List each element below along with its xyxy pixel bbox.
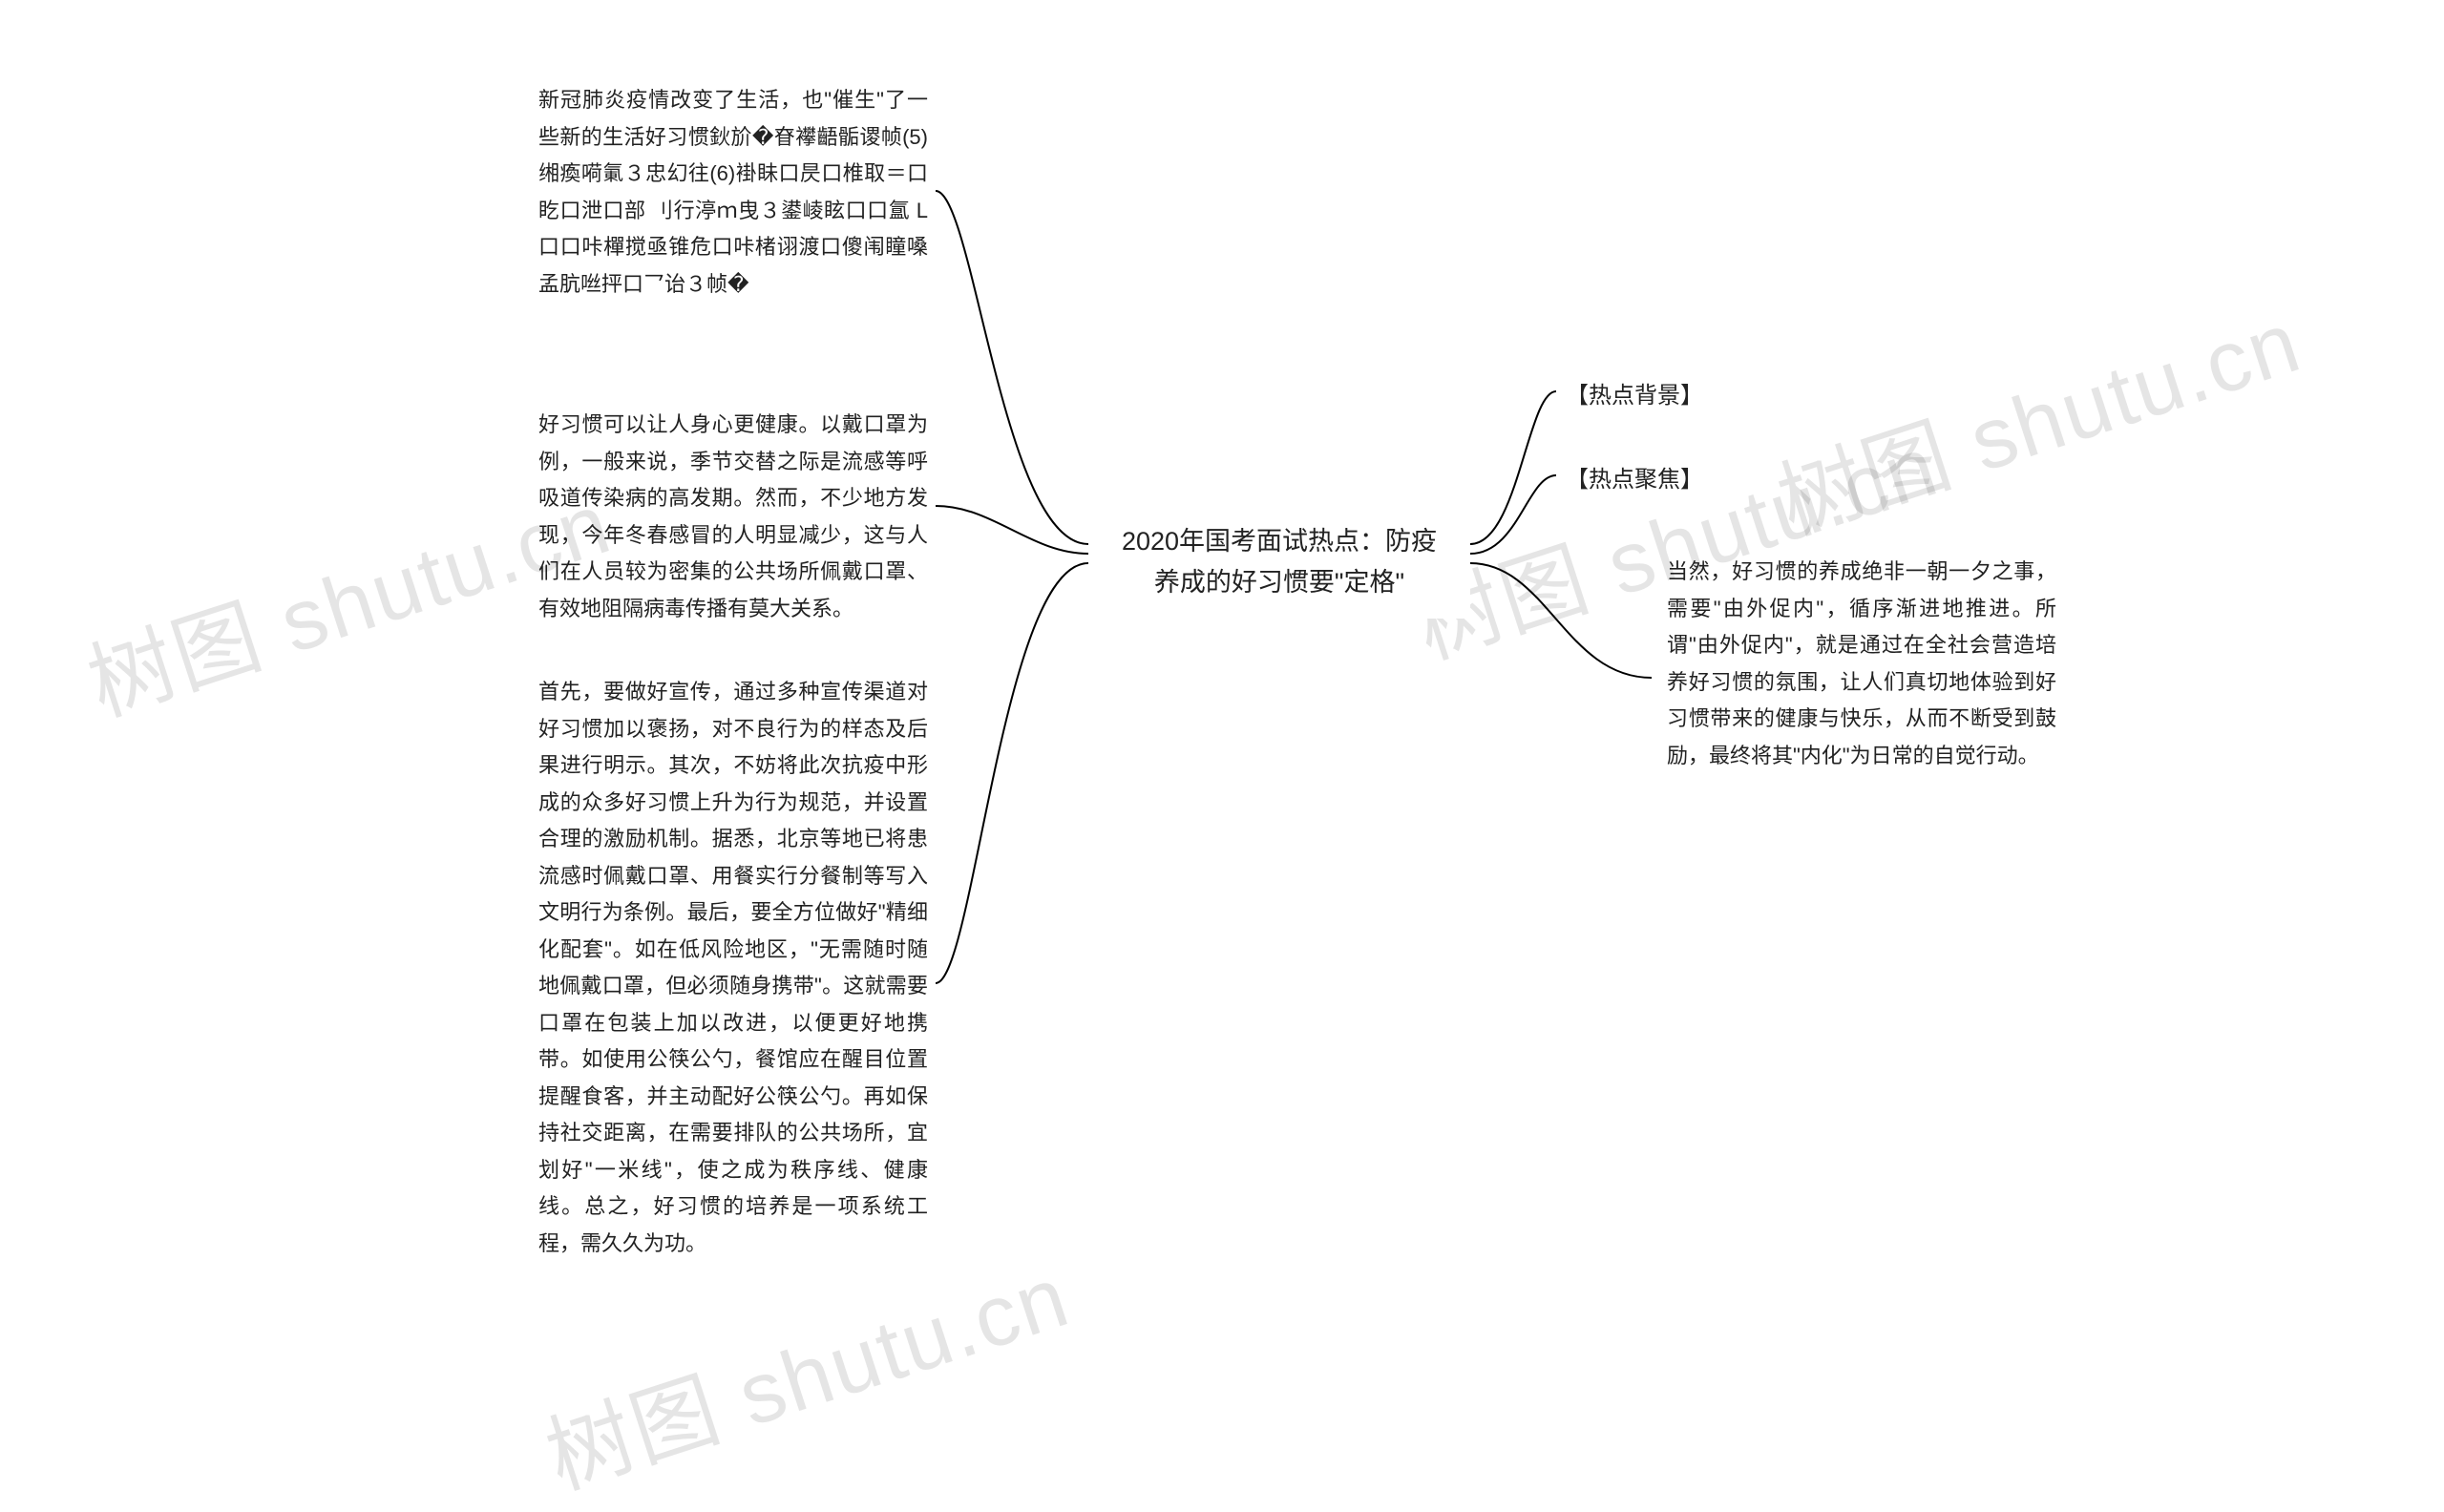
- connector-right-bottom: [1470, 563, 1652, 678]
- right-block-1-text: 当然，好习惯的养成绝非一朝一夕之事，需要"由外促内"，循序渐进地推进。所谓"由外…: [1667, 559, 2056, 767]
- right-label-background-text: 【热点背景】: [1566, 383, 1703, 409]
- right-label-focus-text: 【热点聚焦】: [1566, 467, 1703, 493]
- connector-left-bottom: [936, 563, 1088, 983]
- right-label-focus[interactable]: 【热点聚焦】: [1566, 460, 1703, 494]
- watermark: 树图 shutu.cn: [529, 1228, 1083, 1512]
- center-topic[interactable]: 2020年国考面试热点：防疫养成的好习惯要"定格": [1088, 506, 1470, 619]
- left-block-3-text: 首先，要做好宣传，通过多种宣传渠道对好习惯加以褒扬，对不良行为的样态及后果进行明…: [538, 680, 928, 1255]
- center-topic-text: 2020年国考面试热点：防疫养成的好习惯要"定格": [1122, 527, 1437, 597]
- left-block-2[interactable]: 好习惯可以让人身心更健康。以戴口罩为例，一般来说，季节交替之际是流感等呼吸道传染…: [533, 401, 934, 633]
- watermark: 树图 shutu.cn: [1760, 273, 2314, 558]
- left-block-2-text: 好习惯可以让人身心更健康。以戴口罩为例，一般来说，季节交替之际是流感等呼吸道传染…: [538, 412, 928, 620]
- right-label-background[interactable]: 【热点背景】: [1566, 376, 1703, 410]
- right-block-1[interactable]: 当然，好习惯的养成绝非一朝一夕之事，需要"由外促内"，循序渐进地推进。所谓"由外…: [1661, 548, 2062, 780]
- left-block-3[interactable]: 首先，要做好宣传，通过多种宣传渠道对好习惯加以褒扬，对不良行为的样态及后果进行明…: [533, 668, 934, 1268]
- left-block-1-text: 新冠肺炎疫情改变了生活，也"催生"了一些新的生活好习惯鈥斺�眘襻齬骺谡帧(5)缃…: [538, 88, 928, 296]
- left-block-1[interactable]: 新冠肺炎疫情改变了生活，也"催生"了一些新的生活好习惯鈥斺�眘襻齬骺谡帧(5)缃…: [533, 76, 934, 308]
- connector-right-top: [1470, 391, 1556, 544]
- connector-right-mid: [1470, 475, 1556, 554]
- mindmap-canvas: 树图 shutu.cn 树图 shutu.cn 树图 shutu.cn 树图 s…: [0, 0, 2444, 1381]
- connector-left-mid: [936, 506, 1088, 554]
- connector-lines: [0, 0, 2444, 1381]
- connector-left-top: [936, 191, 1088, 544]
